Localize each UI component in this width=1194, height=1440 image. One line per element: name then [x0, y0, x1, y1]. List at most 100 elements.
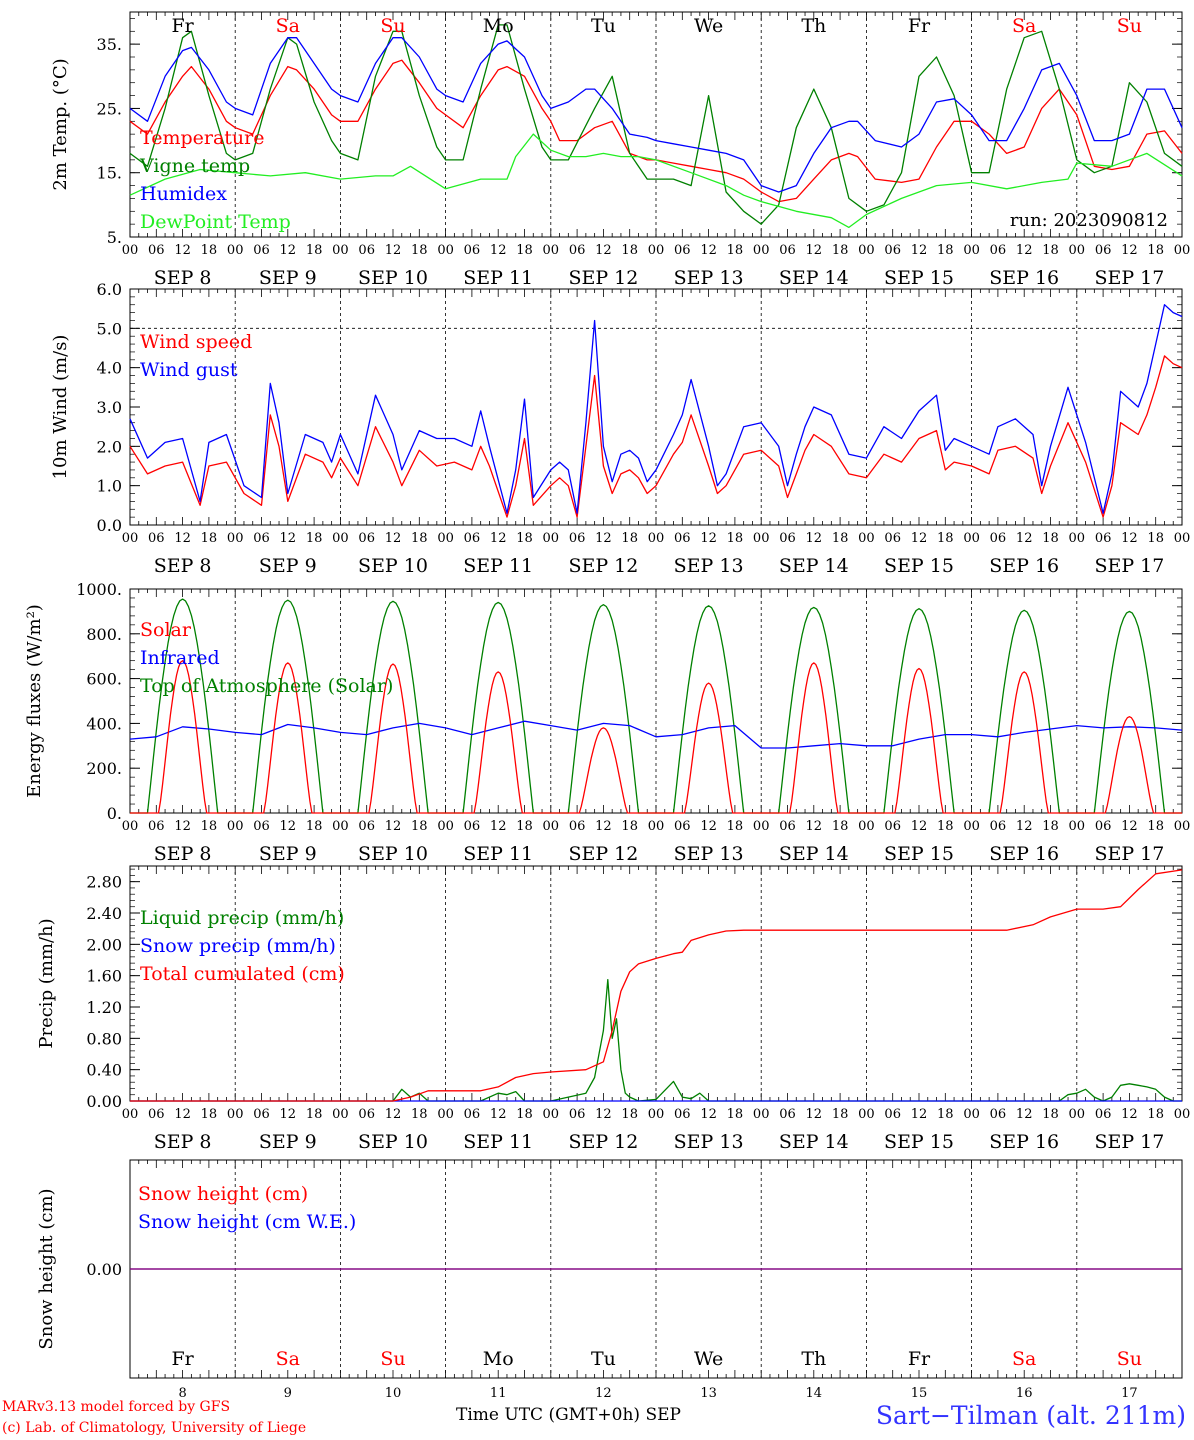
precip-hour-label: 18	[937, 1107, 954, 1122]
energy-ytick-label: 0.	[107, 804, 122, 823]
temperature-panel	[129, 11, 1183, 238]
temperature-weekday-label: Su	[1117, 15, 1142, 37]
credit-line-1: MARv3.13 model forced by GFS	[2, 1399, 231, 1415]
precip-hour-label: 12	[595, 1107, 612, 1122]
energy-legend-entry: Infrared	[140, 647, 220, 669]
temperature-legend-entry: DewPoint Temp	[140, 211, 291, 233]
wind-date-label: SEP 13	[674, 555, 744, 577]
temperature-hour-label: 06	[253, 243, 270, 258]
precip-hour-label: 00	[963, 1107, 980, 1122]
wind-hour-label: 06	[1095, 531, 1112, 546]
wind-hour-label: 06	[569, 531, 586, 546]
precip-hour-label: 06	[358, 1107, 375, 1122]
precip-legend-entry: Snow precip (mm/h)	[140, 935, 336, 957]
temperature-hour-label: 18	[1147, 243, 1164, 258]
temperature-weekday-label: Mo	[483, 15, 514, 37]
wind-date-label: SEP 17	[1094, 555, 1164, 577]
energy-hour-label: 18	[1042, 819, 1059, 834]
wind-series-wind-gust	[129, 304, 1183, 514]
precip-legend-entry: Liquid precip (mm/h)	[140, 907, 344, 929]
snow-weekday-label: We	[694, 1348, 723, 1370]
precip-ytick-label: 0.80	[86, 1029, 122, 1048]
precip-hour-label: 12	[174, 1107, 191, 1122]
wind-ytick-label: 5.0	[97, 319, 122, 338]
energy-ytick-label: 600.	[86, 670, 122, 689]
snow-day-number: 14	[806, 1386, 823, 1401]
temperature-hour-label: 12	[174, 243, 191, 258]
wind-date-label: SEP 15	[884, 555, 954, 577]
energy-hour-label: 18	[201, 819, 218, 834]
energy-hour-label: 06	[253, 819, 270, 834]
wind-hour-label: 12	[911, 531, 928, 546]
precip-hour-label: 00	[437, 1107, 454, 1122]
temperature-date-label: SEP 11	[463, 267, 533, 289]
energy-ytick-label: 800.	[86, 625, 122, 644]
energy-legend-entry: Solar	[140, 619, 192, 641]
temperature-hour-label: 00	[1069, 243, 1086, 258]
precip-legend-entry: Total cumulated (cm)	[140, 963, 345, 985]
wind-hour-label: 06	[358, 531, 375, 546]
precip-hour-label: 06	[253, 1107, 270, 1122]
wind-hour-label: 12	[806, 531, 823, 546]
precip-hour-label: 00	[122, 1107, 139, 1122]
temperature-y-axis-title: 2m Temp. (°C)	[50, 58, 71, 190]
temperature-hour-label: 06	[464, 243, 481, 258]
temperature-hour-label: 00	[963, 243, 980, 258]
precip-hour-label: 00	[1174, 1107, 1191, 1122]
temperature-hour-label: 06	[990, 243, 1007, 258]
precip-hour-label: 18	[516, 1107, 533, 1122]
precip-hour-label: 00	[227, 1107, 244, 1122]
energy-hour-label: 06	[569, 819, 586, 834]
snow-day-number: 16	[1016, 1386, 1033, 1401]
precip-hour-label: 12	[280, 1107, 297, 1122]
wind-hour-label: 18	[516, 531, 533, 546]
precip-ytick-label: 2.80	[86, 873, 122, 892]
energy-date-label: SEP 15	[884, 843, 954, 865]
precip-y-axis-title: Precip (mm/h)	[36, 918, 57, 1048]
energy-hour-label: 00	[648, 819, 665, 834]
precip-series-liquid-precip-mm-h-	[130, 978, 1182, 1102]
precip-hour-label: 06	[464, 1107, 481, 1122]
precip-hour-label: 06	[884, 1107, 901, 1122]
precip-hour-label: 18	[1042, 1107, 1059, 1122]
precip-ytick-label: 2.40	[86, 904, 122, 923]
energy-series-solar	[130, 660, 1182, 814]
temperature-weekday-label: We	[694, 15, 723, 37]
wind-hour-label: 06	[253, 531, 270, 546]
wind-hour-label: 18	[621, 531, 638, 546]
snow-weekday-label: Fr	[908, 1348, 931, 1370]
wind-hour-label: 12	[490, 531, 507, 546]
x-axis-title: Time UTC (GMT+0h) SEP	[456, 1405, 681, 1425]
snow-day-number: 11	[490, 1386, 507, 1401]
wind-ytick-label: 4.0	[97, 359, 122, 378]
temperature-hour-label: 12	[1121, 243, 1138, 258]
station-name: Sart−Tilman (alt. 211m)	[875, 1401, 1186, 1430]
precip-hour-label: 18	[411, 1107, 428, 1122]
precip-hour-label: 18	[1147, 1107, 1164, 1122]
energy-hour-label: 00	[227, 819, 244, 834]
energy-hour-label: 18	[516, 819, 533, 834]
snow-legend-entry: Snow height (cm)	[138, 1183, 308, 1205]
precip-hour-label: 12	[1121, 1107, 1138, 1122]
energy-hour-label: 06	[779, 819, 796, 834]
wind-hour-label: 06	[148, 531, 165, 546]
energy-hour-label: 06	[464, 819, 481, 834]
precip-hour-label: 18	[832, 1107, 849, 1122]
temperature-weekday-label: Sa	[276, 15, 300, 37]
wind-hour-label: 12	[280, 531, 297, 546]
wind-hour-label: 06	[464, 531, 481, 546]
energy-date-label: SEP 12	[568, 843, 638, 865]
temperature-hour-label: 06	[358, 243, 375, 258]
energy-hour-label: 06	[358, 819, 375, 834]
wind-hour-label: 12	[174, 531, 191, 546]
temperature-hour-label: 00	[122, 243, 139, 258]
wind-ytick-label: 1.0	[97, 477, 122, 496]
energy-hour-label: 12	[1016, 819, 1033, 834]
precip-hour-label: 00	[543, 1107, 560, 1122]
energy-ytick-label: 1000.	[76, 580, 122, 599]
precip-hour-label: 12	[1016, 1107, 1033, 1122]
precip-date-label: SEP 17	[1094, 1131, 1164, 1153]
temperature-hour-label: 06	[1095, 243, 1112, 258]
energy-hour-label: 12	[700, 819, 717, 834]
